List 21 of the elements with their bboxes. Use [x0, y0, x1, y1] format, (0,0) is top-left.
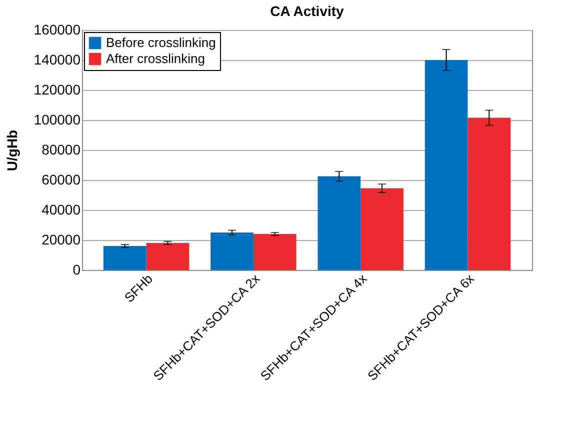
legend-label: After crosslinking	[106, 51, 205, 66]
bar	[468, 118, 511, 270]
chart-title: CA Activity	[270, 3, 344, 19]
y-tick-label: 100000	[34, 112, 81, 128]
legend-label: Before crosslinking	[106, 35, 216, 50]
bar	[360, 188, 404, 270]
bar	[424, 60, 468, 270]
bar	[253, 234, 296, 270]
y-tick-label: 140000	[34, 52, 81, 68]
y-tick-label: 160000	[34, 22, 81, 38]
y-tick-label: 80000	[42, 142, 81, 158]
y-tick-label: 0	[72, 262, 81, 278]
y-axis-title: U/gHb	[4, 130, 20, 172]
y-tick-label: 120000	[34, 82, 81, 98]
y-tick-label: 20000	[42, 232, 81, 248]
y-tick-label: 60000	[42, 172, 81, 188]
y-tick-label: 40000	[42, 202, 81, 218]
bar	[210, 232, 254, 270]
bar	[146, 243, 190, 270]
bar	[318, 176, 361, 270]
bar	[103, 246, 146, 270]
